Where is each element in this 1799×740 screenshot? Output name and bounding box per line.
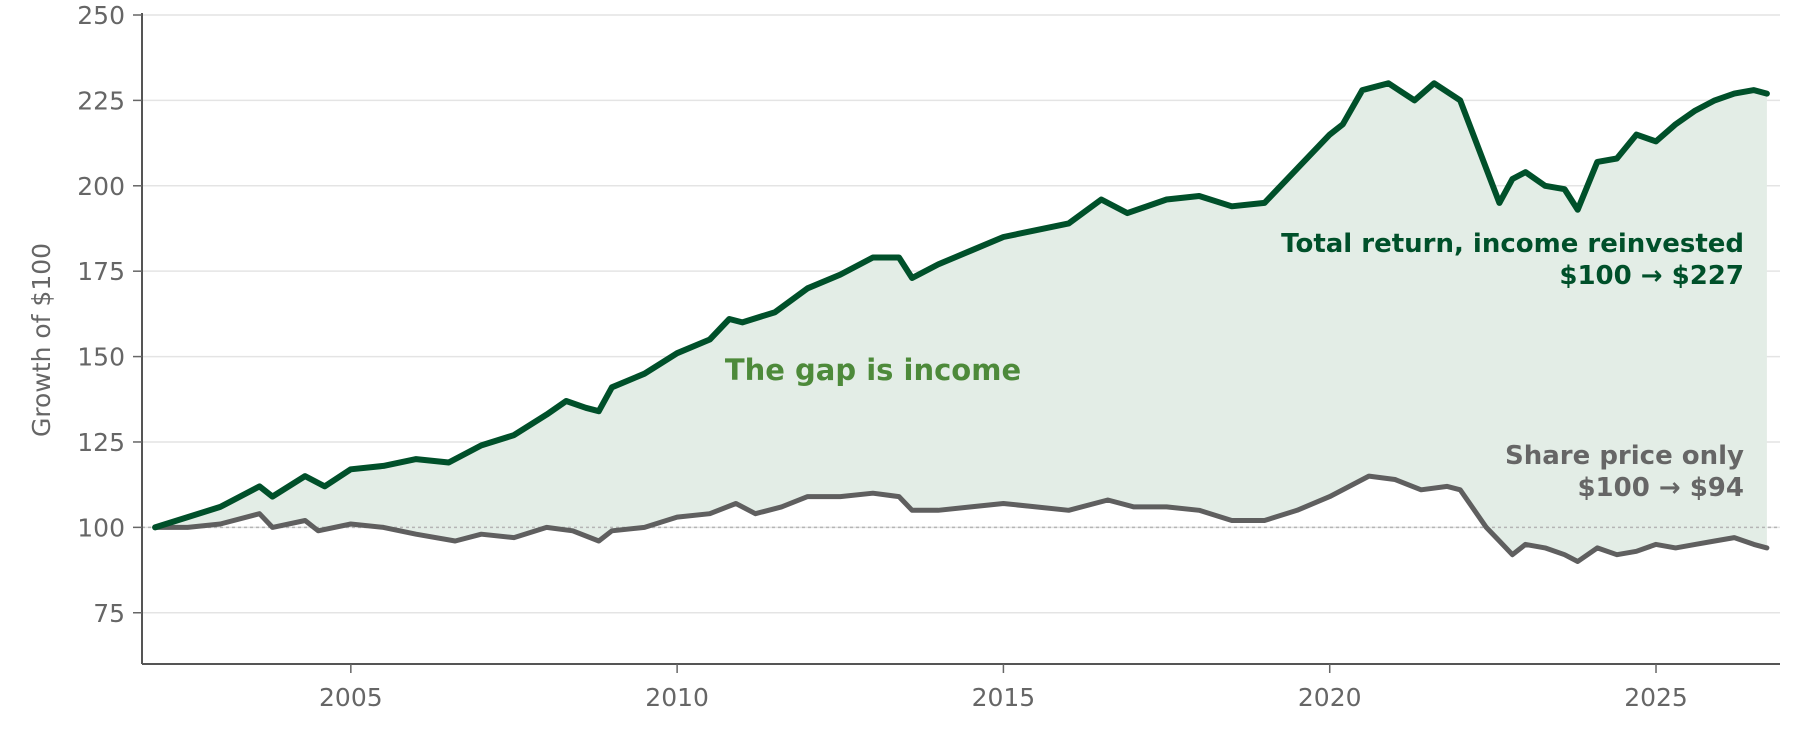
x-tick-label-2005: 2005 <box>319 683 383 712</box>
x-tick-label-2010: 2010 <box>645 683 709 712</box>
y-tick-label-200: 200 <box>77 172 125 201</box>
x-ticks: 2005 2010 2015 2020 2025 <box>319 664 1688 712</box>
income-gap-area <box>155 83 1767 562</box>
y-tick-label-75: 75 <box>93 599 125 628</box>
x-tick-label-2025: 2025 <box>1624 683 1688 712</box>
y-tick-label-175: 175 <box>77 257 125 286</box>
y-tick-label-125: 125 <box>77 428 125 457</box>
y-tick-label-150: 150 <box>77 343 125 372</box>
x-tick-label-2020: 2020 <box>1298 683 1362 712</box>
total-return-line <box>152 80 1770 531</box>
price-only-value: $100 → $94 <box>1577 473 1744 503</box>
gap-label: The gap is income <box>725 353 1021 387</box>
y-tick-label-100: 100 <box>77 513 125 542</box>
y-axis-title: Growth of $100 <box>27 243 56 437</box>
x-tick-label-2015: 2015 <box>972 683 1036 712</box>
y-tick-label-225: 225 <box>77 86 125 115</box>
price-only-line <box>152 473 1770 564</box>
price-only-label: Share price only <box>1505 441 1744 471</box>
axes <box>141 13 1780 665</box>
total-return-label: Total return, income reinvested <box>1281 229 1744 259</box>
total-return-value: $100 → $227 <box>1559 261 1744 291</box>
y-ticks: 75 100 125 150 175 200 225 250 <box>77 1 142 628</box>
y-tick-label-250: 250 <box>77 1 125 30</box>
